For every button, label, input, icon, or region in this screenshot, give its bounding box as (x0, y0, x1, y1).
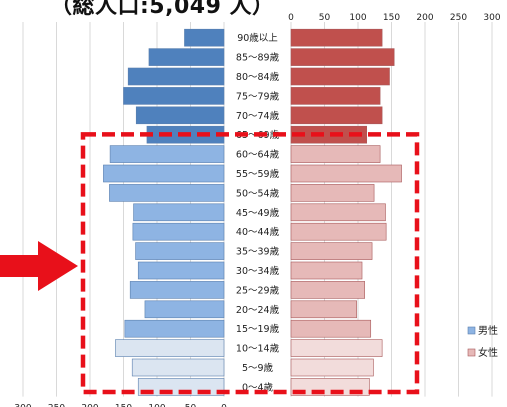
male-bar (124, 319, 225, 338)
bottom-tick-label: 50 (185, 404, 197, 407)
age-group-label: 30～34歳 (236, 265, 280, 277)
male-bar (137, 261, 225, 280)
female-bar (290, 261, 363, 280)
top-tick-label: 250 (450, 13, 467, 23)
legend-label: 女性 (478, 346, 498, 359)
male-bar (184, 28, 225, 47)
bottom-tick-label: 100 (148, 404, 165, 407)
female-bar (290, 184, 375, 202)
female-bar (290, 242, 373, 260)
age-group-label: 10～14歳 (236, 343, 280, 355)
female-bar (290, 358, 374, 377)
male-bar (129, 281, 225, 299)
top-axis-ticks: 0 50 100 150 200 250 300 (288, 13, 501, 23)
top-tick-label: 50 (319, 13, 331, 23)
female-bar (290, 203, 386, 222)
male-bar (131, 358, 225, 377)
bottom-tick-label: 300 (14, 404, 31, 407)
female-bar (290, 125, 368, 144)
age-group-label: 20～24歳 (236, 304, 280, 316)
age-group-label: 60～64歳 (236, 149, 280, 161)
age-group-label: 5～9歳 (242, 362, 274, 374)
annotation (0, 132, 420, 395)
male-bar (109, 145, 225, 163)
age-group-label: 15～19歳 (236, 323, 280, 335)
top-tick-label: 0 (288, 13, 294, 23)
female-bar (290, 145, 381, 163)
top-tick-label: 300 (483, 13, 500, 23)
male-bar (135, 242, 225, 260)
female-bar (290, 106, 383, 125)
age-group-label: 25～29歳 (236, 284, 280, 296)
male-bar (123, 87, 225, 105)
age-group-label: 40～44歳 (236, 226, 280, 238)
top-tick-label: 150 (383, 13, 400, 23)
male-bar (115, 339, 225, 357)
male-bars (103, 28, 225, 396)
legend-label: 男性 (478, 324, 498, 337)
female-bar (290, 48, 395, 66)
legend-swatch (467, 326, 476, 335)
age-group-label: 70～74歳 (236, 110, 280, 122)
age-group-label: 50～54歳 (236, 187, 280, 199)
male-bar (127, 67, 225, 86)
total-population-title: （総人口:5,049 人） (50, 0, 275, 19)
male-bar (103, 164, 225, 183)
female-bars (290, 28, 402, 396)
arrow (0, 241, 78, 291)
female-bar (290, 67, 390, 86)
bottom-tick-label: 250 (48, 404, 65, 407)
top-tick-label: 100 (349, 13, 366, 23)
age-labels: 0～4歳5～9歳10～14歳15～19歳20～24歳25～29歳30～34歳35… (236, 32, 280, 393)
age-group-label: 85～89歳 (236, 52, 280, 64)
female-bar (290, 319, 372, 338)
female-bar (290, 339, 383, 357)
male-bar (133, 203, 225, 222)
bottom-tick-label: 0 (221, 404, 227, 407)
bottom-tick-label: 200 (81, 404, 98, 407)
age-group-label: 35～39歳 (236, 246, 280, 258)
age-group-label: 45～49歳 (236, 207, 280, 219)
highlight-box (80, 132, 420, 395)
male-bar (148, 48, 225, 66)
age-group-label: 55～59歳 (236, 168, 280, 180)
bottom-axis-ticks: 300 250 200 150 100 50 0 (14, 404, 227, 407)
female-bar (290, 300, 357, 319)
top-tick-label: 200 (416, 13, 433, 23)
male-bar (144, 300, 225, 319)
age-group-label: 75～79歳 (236, 90, 280, 102)
female-bar (290, 164, 402, 183)
age-group-label: 80～84歳 (236, 71, 280, 83)
male-bar (132, 222, 225, 241)
female-bar (290, 222, 387, 241)
legend-swatch (467, 348, 476, 357)
male-bar (135, 106, 225, 125)
female-bar (290, 87, 381, 105)
male-bar (109, 184, 225, 202)
female-bar (290, 28, 383, 47)
age-group-label: 90歳以上 (237, 32, 278, 44)
bottom-tick-label: 150 (115, 404, 132, 407)
female-bar (290, 281, 365, 299)
